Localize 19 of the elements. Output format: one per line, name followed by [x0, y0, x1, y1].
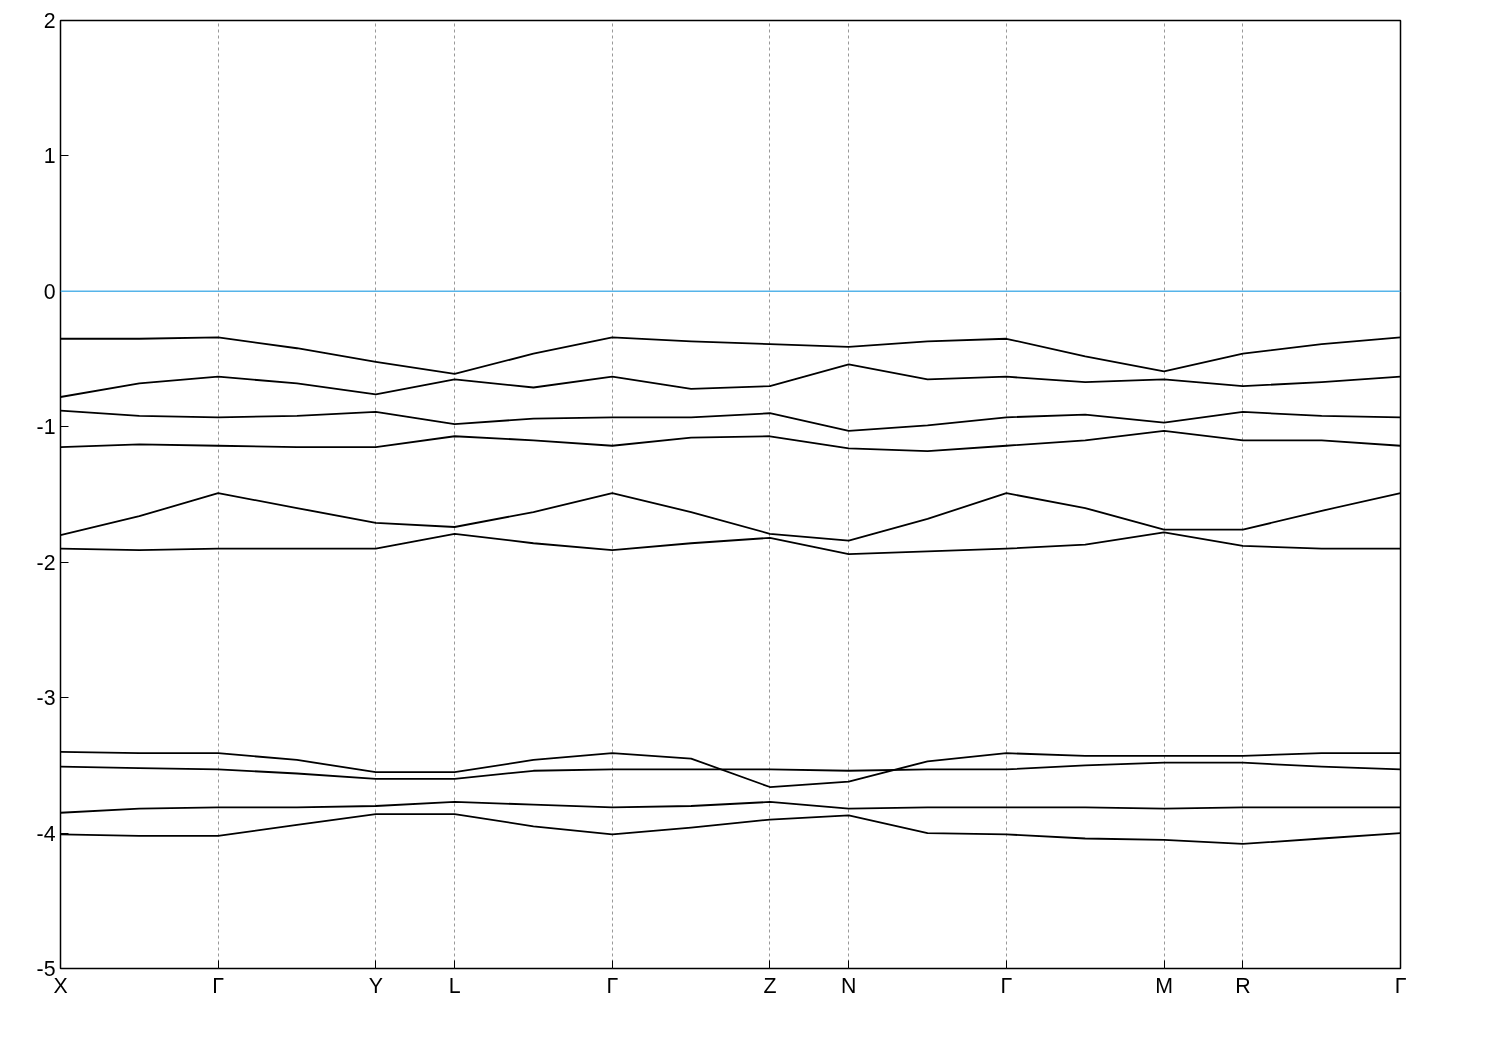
x-tick-label: Γ: [1394, 973, 1407, 998]
x-tick-label: Y: [368, 973, 383, 998]
y-tick-label: -2: [36, 550, 56, 575]
y-tick-label: 1: [43, 144, 56, 169]
y-tick-label: -1: [36, 415, 56, 440]
x-tick-label: Z: [763, 973, 777, 998]
x-tick-label: R: [1235, 973, 1251, 998]
x-tick-label: L: [448, 973, 461, 998]
y-tick-label: -4: [36, 821, 56, 846]
line-series: [60, 750, 1401, 788]
y-tick-label: -3: [36, 686, 56, 711]
x-tick-label: Γ: [1000, 973, 1013, 998]
x-tick-label: M: [1155, 973, 1173, 998]
x-tick-label: N: [841, 973, 857, 998]
x-tick-label: Γ: [212, 973, 225, 998]
x-tick-label: X: [53, 973, 68, 998]
y-tick-label: 0: [43, 279, 56, 304]
y-tick-label: 2: [43, 9, 56, 33]
x-tick-label: Γ: [606, 973, 619, 998]
